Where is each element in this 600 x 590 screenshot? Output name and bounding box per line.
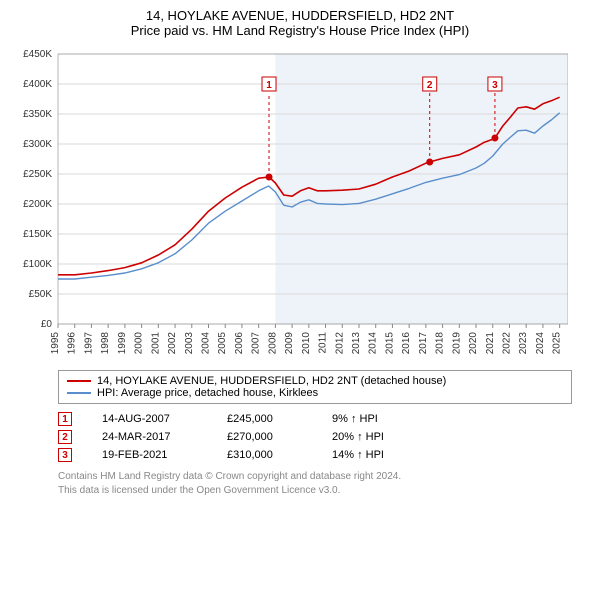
svg-text:2003: 2003 xyxy=(184,332,195,355)
legend-row: HPI: Average price, detached house, Kirk… xyxy=(67,387,563,399)
sale-date: 24-MAR-2017 xyxy=(102,431,197,443)
legend-row: 14, HOYLAKE AVENUE, HUDDERSFIELD, HD2 2N… xyxy=(67,375,563,387)
title-block: 14, HOYLAKE AVENUE, HUDDERSFIELD, HD2 2N… xyxy=(8,8,592,38)
sale-price: £310,000 xyxy=(227,449,302,461)
svg-text:1996: 1996 xyxy=(67,332,78,355)
svg-text:2012: 2012 xyxy=(334,332,345,355)
sale-pct-vs-hpi: 9% ↑ HPI xyxy=(332,413,422,425)
svg-text:2016: 2016 xyxy=(401,332,412,355)
svg-text:2006: 2006 xyxy=(234,332,245,355)
svg-text:1995: 1995 xyxy=(50,332,61,355)
price-chart: £0 £50K £100K £150K £200K £250K £300K £350K £400… xyxy=(8,44,568,364)
sale-row: 2 24-MAR-2017 £270,000 20% ↑ HPI xyxy=(58,428,572,446)
svg-text:2009: 2009 xyxy=(284,332,295,355)
svg-text:£100K: £100K xyxy=(23,259,52,270)
svg-text:£400K: £400K xyxy=(23,79,52,90)
svg-text:2: 2 xyxy=(427,80,433,91)
svg-text:£50K: £50K xyxy=(29,289,53,300)
sale-price: £245,000 xyxy=(227,413,302,425)
sale-marker-badge: 3 xyxy=(58,448,72,462)
svg-text:1997: 1997 xyxy=(83,332,94,355)
svg-text:2025: 2025 xyxy=(552,332,563,355)
svg-text:2024: 2024 xyxy=(535,332,546,355)
legend: 14, HOYLAKE AVENUE, HUDDERSFIELD, HD2 2N… xyxy=(58,370,572,404)
svg-text:£150K: £150K xyxy=(23,229,52,240)
svg-text:1999: 1999 xyxy=(117,332,128,355)
svg-text:1998: 1998 xyxy=(100,332,111,355)
sales-table: 1 14-AUG-2007 £245,000 9% ↑ HPI 2 24-MAR-2017… xyxy=(58,410,572,464)
sale-marker-badge: 2 xyxy=(58,430,72,444)
chart-container: £0 £50K £100K £150K £200K £250K £300K £350K £400… xyxy=(8,44,592,364)
svg-text:2023: 2023 xyxy=(518,332,529,355)
svg-text:2002: 2002 xyxy=(167,332,178,355)
svg-text:2014: 2014 xyxy=(368,332,379,355)
svg-text:£0: £0 xyxy=(41,319,53,330)
sale-date: 14-AUG-2007 xyxy=(102,413,197,425)
svg-text:1: 1 xyxy=(266,80,272,91)
attribution: Contains HM Land Registry data © Crown c… xyxy=(58,470,572,497)
legend-swatch xyxy=(67,392,91,394)
svg-text:2018: 2018 xyxy=(435,332,446,355)
sale-date: 19-FEB-2021 xyxy=(102,449,197,461)
svg-text:2015: 2015 xyxy=(384,332,395,355)
svg-text:2011: 2011 xyxy=(318,332,329,354)
svg-text:£200K: £200K xyxy=(23,199,52,210)
svg-text:2021: 2021 xyxy=(485,332,496,355)
svg-text:2013: 2013 xyxy=(351,332,362,355)
svg-text:£250K: £250K xyxy=(23,169,52,180)
svg-text:2000: 2000 xyxy=(134,332,145,355)
svg-text:2019: 2019 xyxy=(451,332,462,355)
svg-text:2007: 2007 xyxy=(251,332,262,355)
attribution-line1: Contains HM Land Registry data © Crown c… xyxy=(58,470,572,484)
chart-title-subtitle: Price paid vs. HM Land Registry's House … xyxy=(8,23,592,38)
svg-text:2008: 2008 xyxy=(267,332,278,355)
legend-label: HPI: Average price, detached house, Kirk… xyxy=(97,387,318,399)
svg-text:2001: 2001 xyxy=(150,332,161,355)
svg-text:2005: 2005 xyxy=(217,332,228,355)
svg-text:3: 3 xyxy=(492,80,498,91)
svg-text:2010: 2010 xyxy=(301,332,312,355)
svg-text:£450K: £450K xyxy=(23,49,52,60)
chart-title-address: 14, HOYLAKE AVENUE, HUDDERSFIELD, HD2 2N… xyxy=(8,8,592,23)
legend-label: 14, HOYLAKE AVENUE, HUDDERSFIELD, HD2 2N… xyxy=(97,375,446,387)
svg-text:£350K: £350K xyxy=(23,109,52,120)
sale-marker-badge: 1 xyxy=(58,412,72,426)
sale-row: 1 14-AUG-2007 £245,000 9% ↑ HPI xyxy=(58,410,572,428)
svg-text:2017: 2017 xyxy=(418,332,429,355)
svg-text:2022: 2022 xyxy=(501,332,512,355)
attribution-line2: This data is licensed under the Open Gov… xyxy=(58,484,572,498)
sale-pct-vs-hpi: 14% ↑ HPI xyxy=(332,449,422,461)
sale-row: 3 19-FEB-2021 £310,000 14% ↑ HPI xyxy=(58,446,572,464)
svg-text:2020: 2020 xyxy=(468,332,479,355)
svg-text:2004: 2004 xyxy=(200,332,211,355)
legend-swatch xyxy=(67,380,91,382)
sale-pct-vs-hpi: 20% ↑ HPI xyxy=(332,431,422,443)
svg-text:£300K: £300K xyxy=(23,139,52,150)
sale-price: £270,000 xyxy=(227,431,302,443)
